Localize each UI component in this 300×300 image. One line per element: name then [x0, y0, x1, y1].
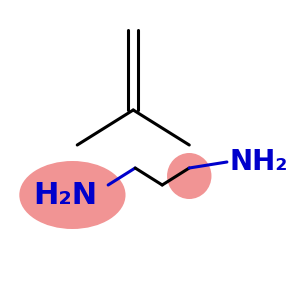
Ellipse shape [167, 153, 212, 199]
Text: NH₂: NH₂ [230, 148, 288, 176]
Ellipse shape [19, 161, 125, 229]
Text: H₂N: H₂N [34, 181, 98, 209]
